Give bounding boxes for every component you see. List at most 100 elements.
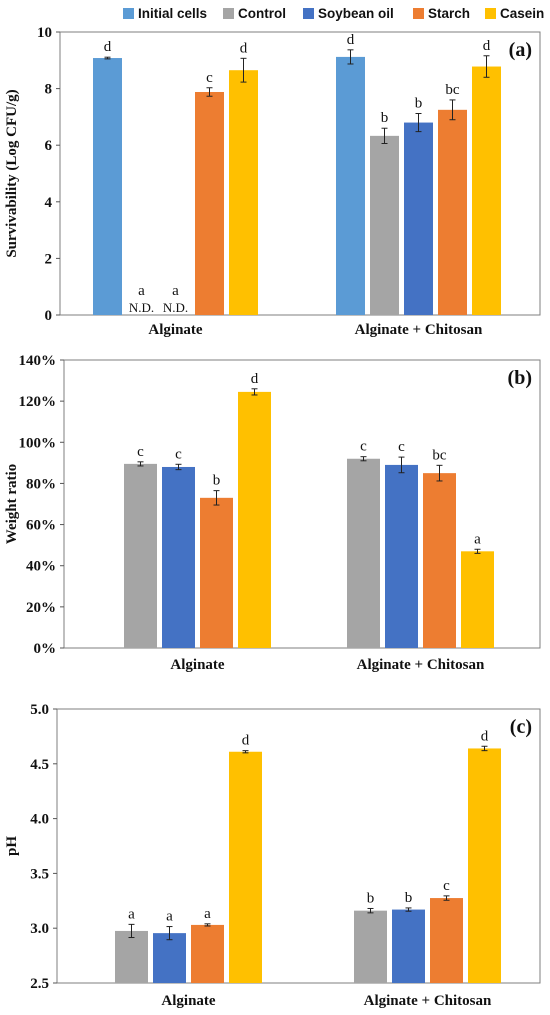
bar — [468, 748, 501, 983]
significance-letter: c — [398, 439, 405, 455]
category-label: Alginate + Chitosan — [355, 322, 483, 338]
panel-label: (a) — [509, 39, 532, 61]
y-tick-label: 60% — [26, 518, 56, 534]
bar — [191, 924, 224, 983]
significance-letter: d — [481, 728, 489, 744]
bar — [404, 122, 433, 315]
y-axis-label: Weight ratio — [4, 464, 20, 544]
bar — [423, 473, 456, 648]
y-axis-label: pH — [4, 836, 20, 856]
bar — [392, 909, 425, 983]
significance-letter: b — [405, 890, 413, 906]
significance-letter: a — [474, 531, 481, 547]
y-tick-label: 140% — [19, 353, 57, 369]
significance-letter: bc — [445, 82, 460, 98]
significance-letter: c — [206, 70, 213, 86]
y-tick-label: 4.0 — [30, 812, 49, 828]
not-detected-label: N.D. — [163, 300, 188, 315]
bar — [115, 930, 148, 983]
significance-letter: d — [240, 40, 248, 56]
significance-letter: c — [137, 444, 144, 460]
legend-item: Soybean oil — [303, 3, 394, 23]
plot-frame — [56, 708, 541, 984]
bar — [195, 91, 224, 315]
not-detected-label: N.D. — [129, 300, 154, 315]
bar — [162, 466, 195, 648]
significance-letter: a — [166, 909, 173, 925]
category-label: Alginate — [148, 322, 203, 338]
bar — [370, 135, 399, 315]
y-tick-label: 20% — [26, 600, 56, 616]
significance-letter: d — [104, 39, 112, 55]
category-label: Alginate + Chitosan — [364, 993, 492, 1009]
significance-letter: d — [483, 38, 491, 54]
bar — [430, 898, 463, 983]
y-tick-label: 120% — [19, 394, 57, 410]
legend-label: Starch — [428, 5, 471, 21]
legend-swatch — [223, 7, 234, 19]
y-tick-label: 0 — [45, 308, 53, 324]
legend-item: Control — [223, 3, 286, 23]
significance-letter: c — [175, 446, 182, 462]
bar — [229, 70, 258, 315]
category-label: Alginate + Chitosan — [357, 657, 485, 673]
significance-letter: a — [204, 906, 211, 922]
bar — [354, 910, 387, 983]
legend-item: Initial cells — [123, 3, 207, 23]
category-label: Alginate — [161, 993, 216, 1009]
significance-letter: b — [415, 96, 423, 112]
chart-legend: Initial cells Control Soybean oil Starch Cas… — [0, 0, 550, 26]
significance-letter: d — [347, 32, 355, 48]
legend-swatch — [123, 7, 134, 19]
significance-letter: a — [172, 283, 179, 299]
y-tick-label: 8 — [45, 82, 53, 98]
bar — [385, 464, 418, 648]
bar — [229, 751, 262, 983]
significance-letter: d — [251, 371, 259, 387]
y-tick-label: 100% — [19, 435, 57, 451]
y-axis-label: Survivability (Log CFU/g) — [4, 89, 20, 257]
bar — [200, 497, 233, 648]
significance-letter: bc — [432, 447, 447, 463]
plot-frame — [63, 359, 541, 649]
bar — [472, 66, 501, 315]
significance-letter: d — [242, 733, 250, 749]
panel-label: (c) — [510, 716, 532, 738]
legend-swatch — [485, 7, 496, 19]
y-tick-label: 80% — [26, 476, 56, 492]
y-tick-label: 5.0 — [30, 702, 49, 718]
legend-item: Casein — [485, 3, 544, 23]
bar — [347, 458, 380, 648]
bar — [461, 551, 494, 648]
weight-ratio-chart: 0% 20% 40% 60% 80% 100% 120% 140% Weight ratio (b… — [4, 353, 541, 673]
y-tick-label: 2 — [45, 251, 53, 267]
y-tick-label: 3.0 — [30, 921, 49, 937]
legend-swatch — [303, 7, 314, 19]
y-tick-label: 6 — [45, 138, 53, 154]
significance-letter: b — [367, 890, 375, 906]
y-tick-label: 0% — [34, 641, 57, 657]
legend-item: Starch — [413, 3, 470, 23]
bar — [93, 58, 122, 315]
y-tick-label: 2.5 — [30, 976, 49, 992]
bar — [124, 463, 157, 648]
category-label: Alginate — [170, 657, 225, 673]
y-tick-label: 4.5 — [30, 757, 49, 773]
y-tick-label: 4 — [45, 195, 53, 211]
significance-letter: b — [213, 473, 221, 489]
y-tick-label: 10 — [37, 26, 52, 41]
y-tick-label: 3.5 — [30, 866, 49, 882]
bar — [438, 109, 467, 315]
significance-letter: a — [138, 283, 145, 299]
plot-frame — [59, 31, 541, 316]
bar — [153, 933, 186, 983]
legend-swatch — [413, 7, 424, 19]
legend-label: Control — [238, 5, 286, 21]
significance-letter: a — [128, 906, 135, 922]
legend-label: Initial cells — [138, 5, 208, 21]
y-tick-label: 40% — [26, 559, 56, 575]
legend-label: Casein — [500, 5, 545, 21]
ph-chart: 2.5 3.0 3.5 4.0 4.5 5.0 pH (c) a a a d Alginate b b c d A… — [4, 702, 541, 1009]
bar — [238, 391, 271, 648]
